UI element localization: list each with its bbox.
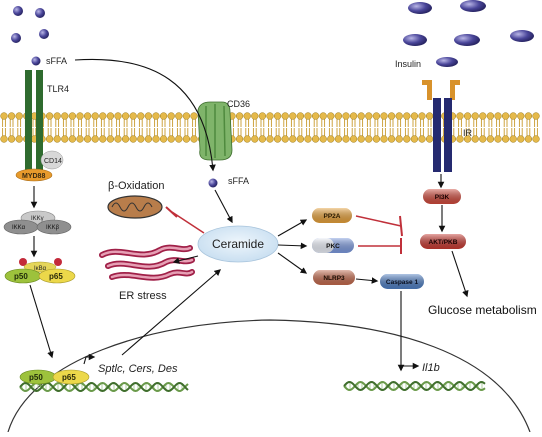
ir-label: IR xyxy=(463,128,473,138)
sffa-label-top: sFFA xyxy=(46,56,67,66)
activation-arrows xyxy=(29,58,469,372)
p65-label-top: p65 xyxy=(49,272,63,281)
endoplasmic-reticulum xyxy=(99,244,195,281)
ikk-complex xyxy=(3,210,72,235)
tlr4-label: TLR4 xyxy=(47,84,69,94)
ikk-gamma-label: IKKγ xyxy=(31,216,44,222)
sffa-molecules xyxy=(11,6,218,188)
insulin-label: Insulin xyxy=(395,59,421,69)
ceramide-node xyxy=(197,225,279,263)
nlrp3-protein xyxy=(313,270,355,285)
pp2a-label: PP2A xyxy=(324,213,341,220)
nlrp3-label: NLRP3 xyxy=(323,275,345,282)
inhibition-lines xyxy=(165,206,403,254)
cell-membrane xyxy=(0,112,540,143)
il1b-label: Il1b xyxy=(422,362,440,374)
ikba-label: IκBα xyxy=(34,266,47,272)
myd88-protein xyxy=(15,168,53,182)
caspase1-label: Caspase 1 xyxy=(386,279,419,286)
pp2a-protein xyxy=(312,208,352,223)
ikk-alpha-label: IKKα xyxy=(12,225,26,231)
pkc-protein xyxy=(312,238,354,253)
tlr4-receptor xyxy=(25,70,43,176)
glucose-metabolism-label: Glucose metabolism xyxy=(428,303,537,317)
beta-oxidation-label: β-Oxidation xyxy=(108,180,164,192)
pi3k-protein xyxy=(423,189,461,204)
p50-label-top: p50 xyxy=(14,272,28,281)
akt-protein xyxy=(420,234,466,249)
pkc-label: PKC xyxy=(326,243,340,250)
ikk-beta-label: IKKβ xyxy=(46,225,60,231)
mitochondrion xyxy=(107,195,163,219)
cd36-receptor xyxy=(197,101,233,161)
p50-label-nucleus: p50 xyxy=(29,373,43,382)
cd36-label: CD36 xyxy=(227,99,250,109)
insulin-molecules xyxy=(403,0,534,67)
insulin-receptor xyxy=(422,80,460,172)
p65-label-nucleus: p65 xyxy=(62,373,76,382)
caspase1-protein xyxy=(380,274,424,289)
myd88-label: MYD88 xyxy=(22,173,45,180)
ceramide-label: Ceramide xyxy=(212,237,264,251)
pi3k-label: PI3K xyxy=(435,194,450,201)
dna-helix-right xyxy=(343,380,486,392)
nfkb-complex-cytoplasm xyxy=(4,258,76,284)
er-stress-label: ER stress xyxy=(119,290,167,302)
dna-helix-left xyxy=(19,381,189,393)
cd14-label: CD14 xyxy=(44,158,62,165)
akt-label: AKT/PKB xyxy=(429,239,458,246)
cd14-protein xyxy=(40,150,64,170)
sffa-label-mid: sFFA xyxy=(228,176,249,186)
nfkb-complex-nucleus xyxy=(19,369,90,385)
target-genes-label: Sptlc, Cers, Des xyxy=(98,363,178,375)
